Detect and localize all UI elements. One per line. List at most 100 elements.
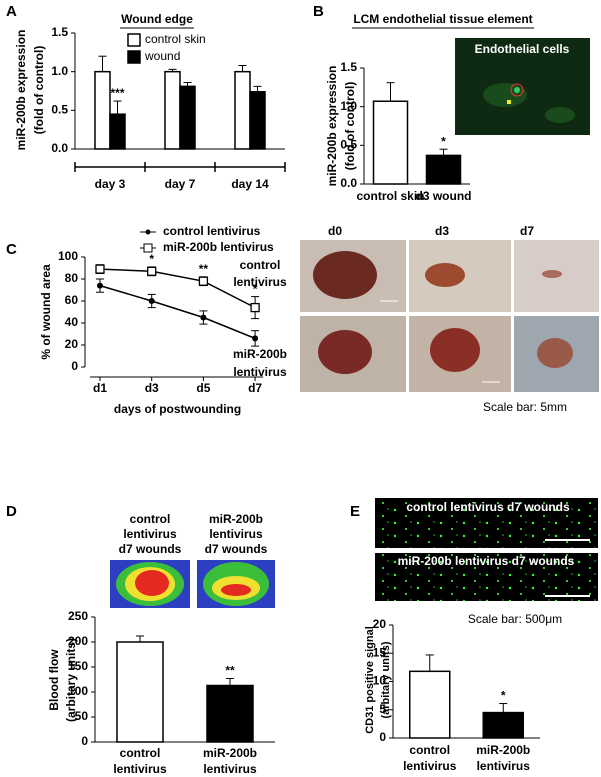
- y-axis-label: % of wound area: [39, 264, 53, 360]
- y-axis-label: (arbitary units): [380, 641, 392, 718]
- bar: [372, 100, 409, 185]
- x-tick-label: lentivirus: [113, 762, 167, 776]
- y-tick-label: 0: [81, 734, 88, 748]
- y-tick-label: 200: [68, 634, 88, 648]
- y-tick-label: 1.0: [340, 99, 357, 113]
- panel-letter: C: [6, 241, 17, 258]
- error-bar: [439, 148, 448, 156]
- bar: [482, 711, 524, 739]
- bar: [179, 85, 196, 150]
- marker: [148, 298, 155, 304]
- y-tick-label: 0.0: [340, 176, 357, 190]
- error-bar: [386, 82, 395, 102]
- y-axis-label: (fold of control): [32, 46, 46, 135]
- photo-column-label: d7: [520, 224, 534, 238]
- x-tick-label: lentivirus: [477, 759, 531, 773]
- y-tick-label: 40: [65, 315, 79, 329]
- legend-marker: [145, 229, 151, 235]
- cell: [514, 87, 520, 93]
- x-tick-label: lentivirus: [203, 762, 257, 776]
- y-tick-label: 80: [65, 271, 79, 285]
- image-label: d7 wounds: [205, 542, 268, 556]
- bar: [116, 641, 164, 743]
- legend-label: control skin: [145, 32, 206, 46]
- x-tick-label: lentivirus: [403, 759, 457, 773]
- x-tick-label: d3 wound: [416, 189, 472, 203]
- panel-letter: A: [6, 3, 17, 20]
- wound: [318, 330, 372, 374]
- x-tick-label: control skin: [356, 189, 424, 203]
- y-tick-label: 5: [379, 702, 386, 716]
- error-bar: [136, 635, 144, 642]
- inset-label: Endothelial cells: [475, 42, 570, 56]
- bar: [206, 684, 254, 743]
- cell-blob: [545, 107, 575, 123]
- marker: [97, 282, 103, 289]
- image-label: d7 wounds: [119, 542, 182, 556]
- significance-label: *: [501, 689, 506, 703]
- photo-column-label: d0: [328, 224, 342, 238]
- cell-marker: [507, 100, 511, 104]
- note: Scale bar: 5mm: [483, 400, 567, 414]
- note: Scale bar: 500μm: [468, 612, 562, 626]
- line: [99, 284, 256, 340]
- wound: [537, 338, 573, 368]
- y-axis-label: miR-200b expression: [14, 30, 28, 151]
- x-tick-label: control: [120, 746, 161, 760]
- y-tick-label: 100: [58, 249, 78, 263]
- chart-title: LCM endothelial tissue element: [353, 12, 532, 26]
- y-tick-label: 60: [65, 293, 79, 307]
- legend-label: miR-200b lentivirus: [163, 240, 274, 254]
- error-bar: [499, 703, 508, 713]
- y-tick-label: 0: [379, 730, 386, 744]
- photo-row-label: lentivirus: [233, 275, 287, 289]
- photo-row-label: lentivirus: [233, 365, 287, 379]
- photos: [300, 240, 599, 392]
- x-tick-label: miR-200b: [476, 743, 530, 757]
- legend-marker: [143, 243, 153, 253]
- significance-label: **: [199, 262, 209, 276]
- image-label: miR-200b: [209, 512, 263, 526]
- y-tick-label: 50: [75, 709, 89, 723]
- bar: [249, 91, 266, 150]
- image-label: lentivirus: [123, 527, 177, 541]
- chart-title: Wound edge: [121, 12, 193, 26]
- legend-swatch: [127, 50, 141, 64]
- y-tick-label: 0.0: [51, 141, 68, 155]
- y-tick-label: 150: [68, 659, 88, 673]
- perfusion-images: [110, 560, 275, 608]
- heat-zone: [135, 570, 169, 596]
- bar: [234, 70, 251, 150]
- x-tick-label: control: [409, 743, 450, 757]
- bar: [425, 154, 462, 185]
- legend-swatch: [127, 33, 141, 47]
- wound: [313, 251, 377, 299]
- y-tick-label: 10: [373, 674, 387, 688]
- significance-label: *: [441, 134, 446, 148]
- significance-label: *: [253, 282, 258, 296]
- panel-letter: E: [350, 503, 360, 520]
- image-label: lentivirus: [209, 527, 263, 541]
- line: [99, 268, 256, 309]
- heat-zone: [221, 584, 251, 596]
- significance-label: **: [225, 664, 235, 678]
- y-axis-label: miR-200b expression: [325, 66, 339, 187]
- panel-letter: D: [6, 503, 17, 520]
- y-tick-label: 0: [71, 359, 78, 373]
- wound: [425, 263, 465, 287]
- x-tick-label: day 14: [231, 177, 269, 191]
- marker: [198, 276, 209, 286]
- marker: [95, 264, 105, 274]
- y-tick-label: 250: [68, 609, 88, 623]
- y-tick-label: 20: [373, 617, 387, 631]
- marker: [250, 302, 260, 313]
- error-bar: [98, 55, 107, 72]
- x-tick-label: day 7: [165, 177, 196, 191]
- y-tick-label: 15: [373, 645, 387, 659]
- y-tick-label: 1.0: [51, 64, 68, 78]
- y-axis-label: (arbitary units): [64, 638, 78, 722]
- x-axis-label: days of postwounding: [114, 402, 241, 416]
- photo-row-label: miR-200b: [233, 347, 287, 361]
